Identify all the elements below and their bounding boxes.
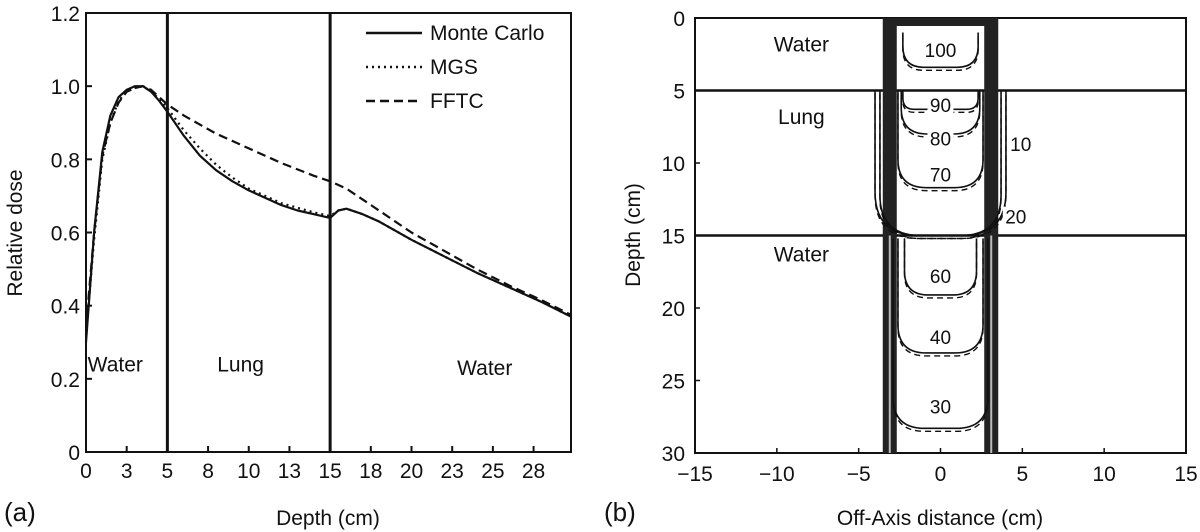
contour-label-bg [927,396,954,416]
series-line-fftc [84,85,572,328]
x-tick-label: 28 [522,460,545,483]
panel-a-label: (a) [4,497,36,527]
x-tick-label: 10 [1092,463,1115,486]
x-tick-label: 8 [202,460,214,483]
panel-b-isodose-contour-chart: (b) Off-Axis distance (cm) Depth (cm) −1… [604,8,1198,530]
contour-label-bg [922,39,959,59]
panel-b-y-axis-label: Depth (cm) [622,183,645,287]
contour-label: 100 [925,41,957,62]
contour-label: 10 [1010,135,1031,156]
panel-a-depth-dose-chart: (a) Depth (cm) Relative dose 0 3 5 8 10 13 15 1… [4,3,572,530]
legend-entry: Monte Carlo [430,22,544,45]
series-line-mgs [84,85,572,335]
y-tick-label: 0.8 [51,149,80,172]
isodose-contour-100 [902,32,979,69]
contour-label: 80 [930,129,951,150]
isodose-contour-dashed-30 [892,241,989,433]
isodose-contour-dashed-100 [902,35,979,71]
y-tick-label: 0.4 [51,296,81,319]
contour-label-bg [927,164,954,184]
contour-label-bg [1007,134,1034,154]
x-tick-label: 5 [162,460,174,483]
y-tick-label: 25 [662,371,685,394]
y-tick-label: 10 [662,153,685,176]
contour-label-bg [927,95,954,114]
x-tick-label: 3 [121,460,133,483]
region-label: Water [88,354,143,377]
region-label: Water [774,33,829,56]
contour-label-bg [927,327,954,346]
contour-label-bg [1002,206,1029,226]
beam-entrance-edge [889,18,992,26]
x-tick-label: −5 [847,463,871,486]
x-tick-label: −15 [677,463,713,486]
panel-a-x-axis-label: Depth (cm) [276,507,380,530]
region-label: Lung [778,106,825,129]
contour-label: 70 [930,166,951,187]
x-tick-label: 18 [359,460,382,483]
region-label: Lung [217,354,264,377]
isodose-contour-70 [897,90,984,189]
region-label: Water [774,244,829,267]
contour-label: 30 [930,398,951,419]
panel-b-x-axis-label: Off-Axis distance (cm) [837,507,1043,530]
y-tick-label: 20 [662,298,685,321]
panel-b-label: (b) [604,497,636,527]
contour-label: 60 [930,267,951,288]
y-tick-label: 0 [673,8,685,31]
y-tick-label: 1.2 [51,3,80,26]
contour-label: 40 [930,328,951,349]
isodose-contour-20 [879,90,1002,237]
y-tick-label: 15 [662,226,685,249]
x-tick-label: 0 [935,463,947,486]
panel-a-y-axis-label: Relative dose [4,169,27,296]
y-tick-label: 0.6 [51,223,80,246]
x-tick-label: −10 [759,463,795,486]
y-tick-label: 30 [662,443,685,466]
x-tick-label: 15 [1174,463,1197,486]
legend-entry: FFTC [430,90,484,113]
x-tick-label: 23 [441,460,464,483]
isodose-contour-dashed-60 [903,241,978,299]
x-tick-label: 25 [481,460,504,483]
isodose-contour-40 [897,238,984,354]
contour-label: 90 [930,96,951,117]
contour-label: 20 [1005,208,1026,229]
x-tick-label: 15 [318,460,341,483]
region-label: Water [457,357,512,380]
y-tick-label: 0.2 [51,369,80,392]
series-line-monte-carlo [84,85,572,343]
isodose-contour-dashed-40 [897,241,984,357]
contour-label-bg [927,266,954,286]
isodose-contour-dashed-70 [897,93,984,192]
y-tick-label: 0 [68,442,80,465]
x-tick-label: 13 [278,460,301,483]
panel-a-plot-frame [85,12,572,453]
isodose-contour-60 [903,238,978,296]
legend-entry: MGS [430,56,478,79]
x-tick-label: 20 [400,460,423,483]
x-tick-label: 10 [237,460,260,483]
y-tick-label: 5 [673,81,685,104]
x-tick-label: 0 [80,460,92,483]
contour-label-bg [927,128,954,148]
x-tick-label: 5 [1016,463,1028,486]
isodose-contour-30 [892,238,989,430]
isodose-contour-dashed-20 [879,93,1002,240]
y-tick-label: 1.0 [51,76,80,99]
